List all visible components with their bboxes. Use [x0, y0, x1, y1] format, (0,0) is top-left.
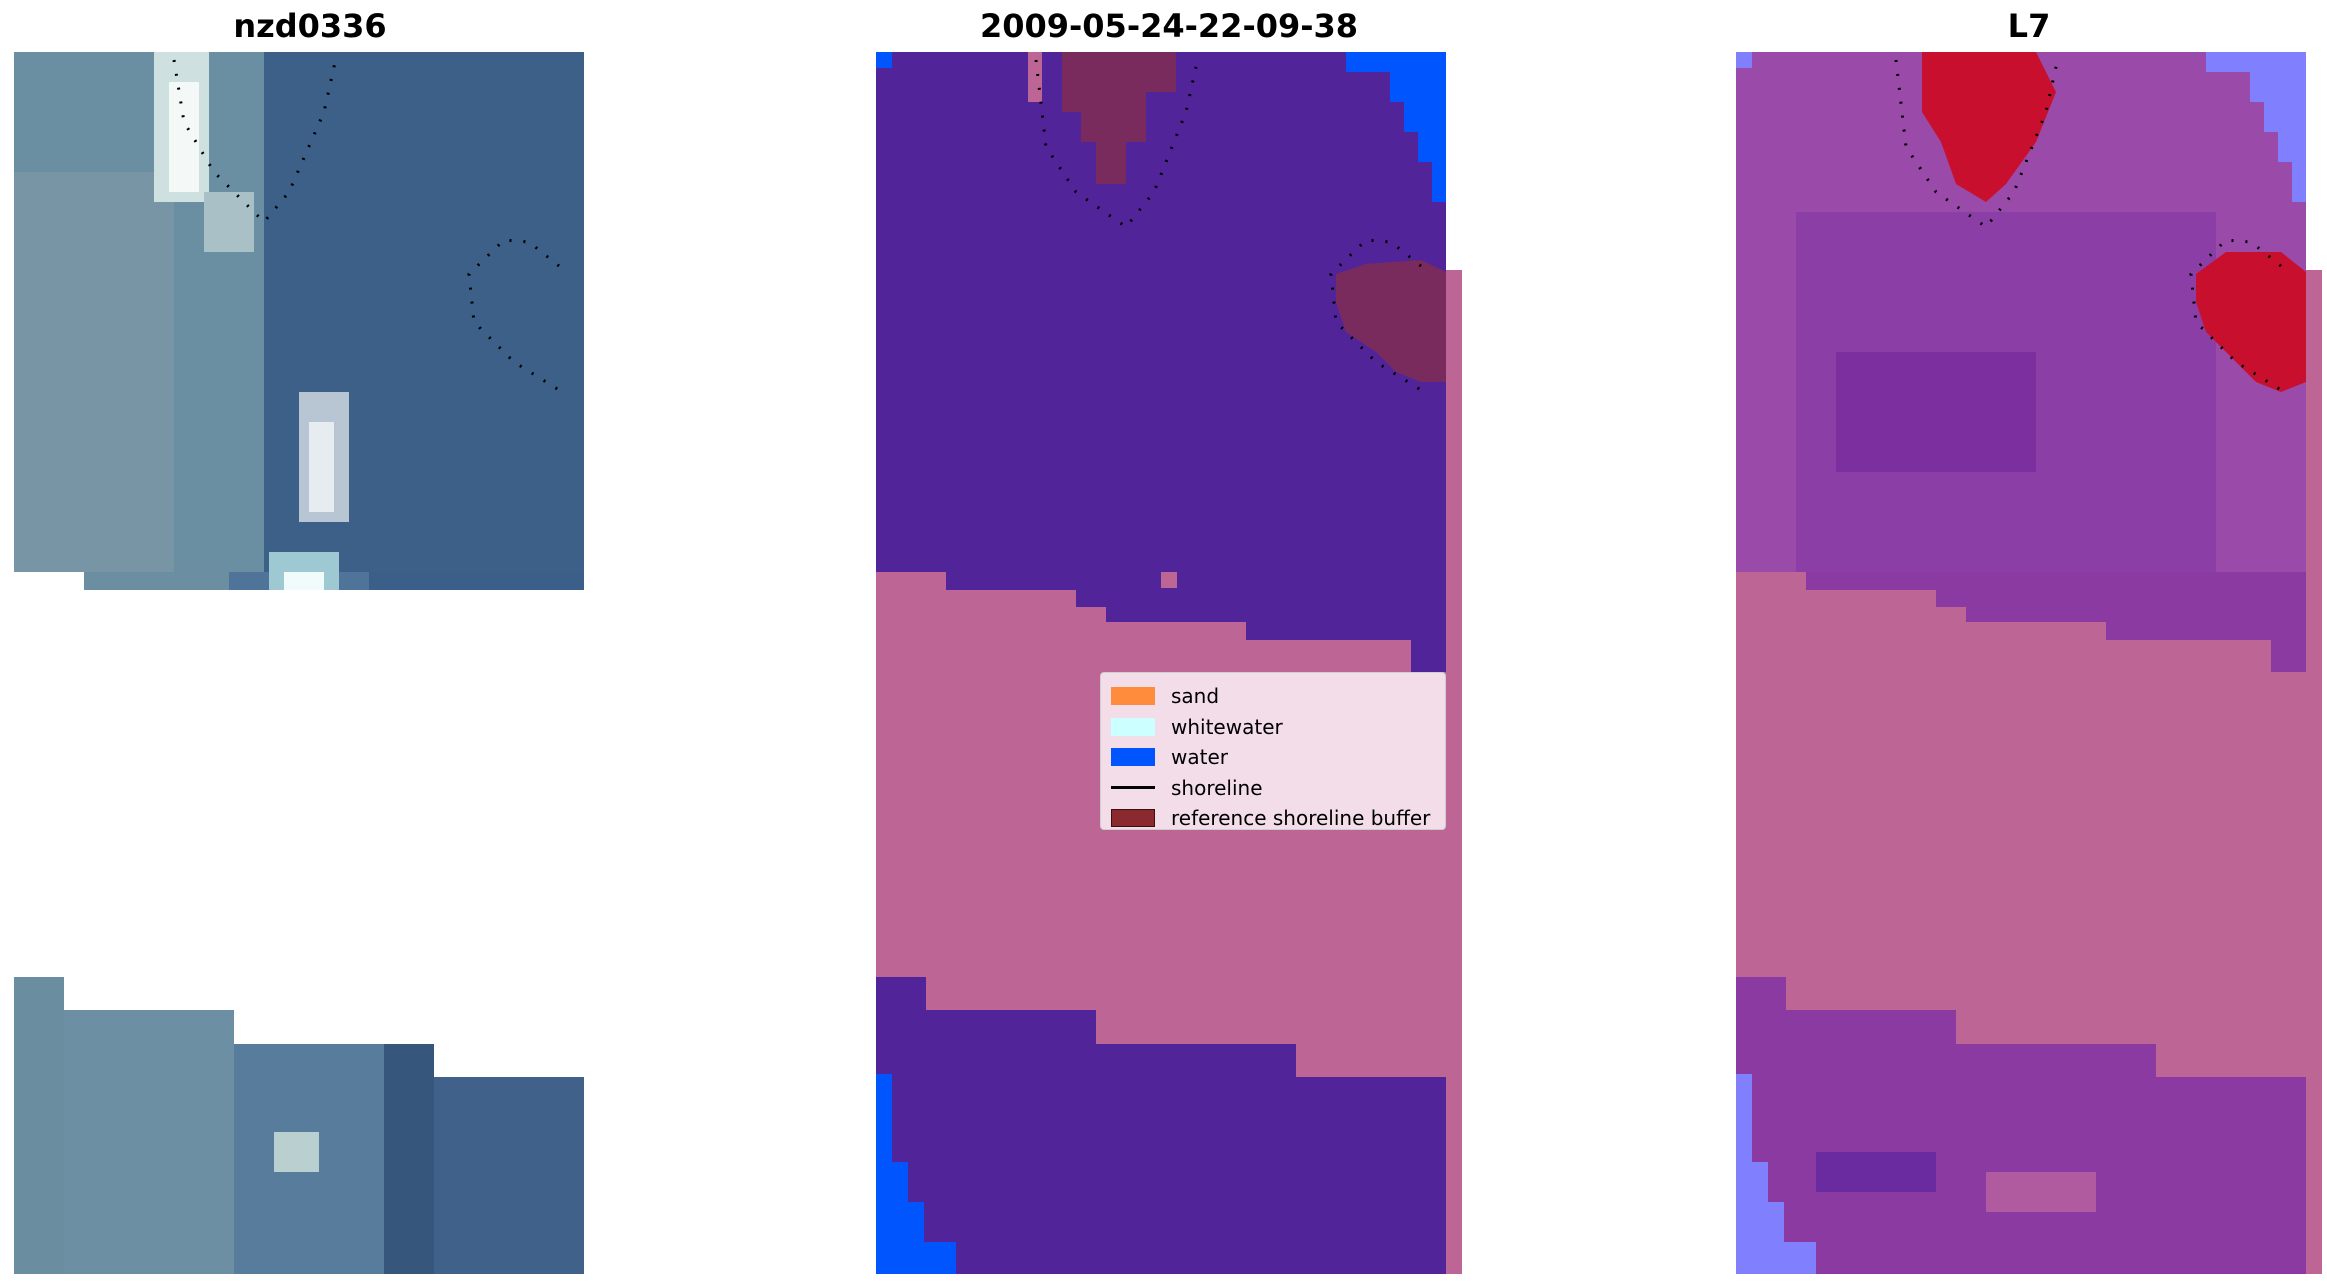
legend-item-buffer: reference shoreline buffer	[1111, 803, 1435, 834]
whitewater-swatch	[1111, 717, 1155, 736]
legend: sand whitewater water shoreline referenc…	[1100, 672, 1446, 830]
legend-label: shoreline	[1171, 775, 1263, 800]
water-swatch	[1111, 748, 1155, 767]
buffer-swatch	[1111, 809, 1155, 828]
legend-label: sand	[1171, 684, 1220, 709]
legend-label: reference shoreline buffer	[1171, 806, 1431, 831]
panel-title-rgb: nzd0336	[233, 7, 387, 45]
sand-swatch	[1111, 687, 1155, 706]
legend-item-water: water	[1111, 742, 1435, 773]
classification-panel	[876, 52, 1466, 1274]
classification-image	[876, 52, 1462, 1274]
legend-item-shoreline: shoreline	[1111, 773, 1435, 804]
legend-label: water	[1171, 745, 1228, 770]
shoreline-swatch	[1111, 786, 1155, 790]
rgb-image	[14, 52, 584, 1274]
panel-title-classification: 2009-05-24-22-09-38	[979, 7, 1359, 45]
index-image	[1736, 52, 2322, 1274]
panel-title-mndwi: L7	[2007, 7, 2051, 45]
rgb-image-panel	[14, 52, 586, 1274]
legend-item-sand: sand	[1111, 681, 1435, 712]
index-image-panel	[1736, 52, 2326, 1274]
legend-label: whitewater	[1171, 714, 1283, 739]
legend-item-whitewater: whitewater	[1111, 712, 1435, 743]
